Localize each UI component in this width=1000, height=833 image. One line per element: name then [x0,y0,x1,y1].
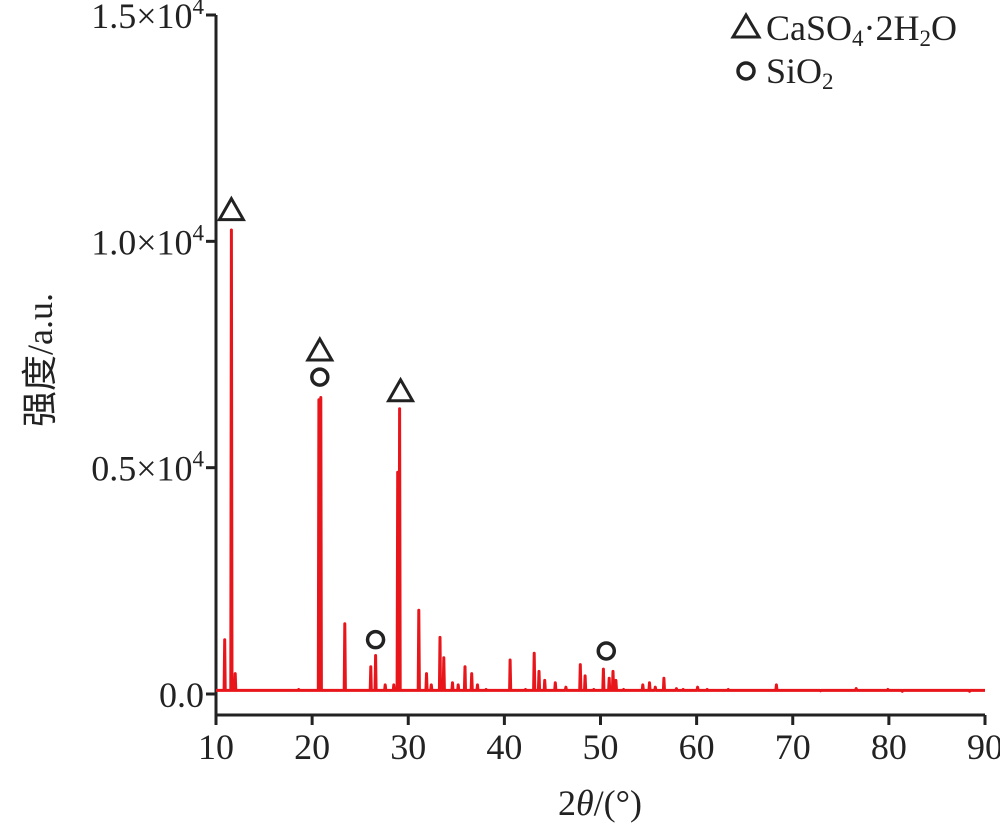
triangle-peak-marker [385,376,416,403]
legend-label-sio2: SiO2 [766,51,834,94]
triangle-marker-icon [730,12,762,39]
xrd-line [216,228,985,693]
x-tick-label: 80 [871,727,907,767]
x-tick-label: 50 [583,727,619,767]
triangle-peak-marker [305,335,335,362]
y-axis-title: 强度/a.u. [20,293,60,427]
circle-marker-icon [736,61,756,81]
axes: 0.0 0.5×104 1.0×104 1.5×104 10 20 30 40 50 60 70 80… [91,0,1000,767]
xrd-trace [216,228,985,693]
x-tick-label: 10 [198,727,234,767]
legend: CaSO4·2H2O SiO2 [730,8,957,94]
phase-markers [216,195,617,661]
y-tick-label: 1.0×104 [91,220,204,262]
x-tick-label: 70 [775,727,811,767]
y-tick-label: 0.0 [159,675,204,715]
triangle-peak-marker [216,195,246,222]
x-axis-title: 2θ/(°) [558,783,642,823]
x-tick-label: 20 [294,727,330,767]
circle-peak-marker [596,641,617,661]
x-tick-label: 30 [390,727,426,767]
legend-label-caso4: CaSO4·2H2O [766,8,957,51]
y-tick-label: 1.5×104 [91,0,204,36]
x-tick-label: 40 [486,727,522,767]
circle-peak-marker [365,629,386,650]
x-tick-label: 60 [679,727,715,767]
legend-entry-caso4: CaSO4·2H2O [730,8,957,51]
circle-peak-marker [310,367,330,387]
legend-entry-sio2: SiO2 [736,51,834,94]
y-tick-label: 0.5×104 [91,447,204,489]
x-tick-label: 90 [967,727,1000,767]
